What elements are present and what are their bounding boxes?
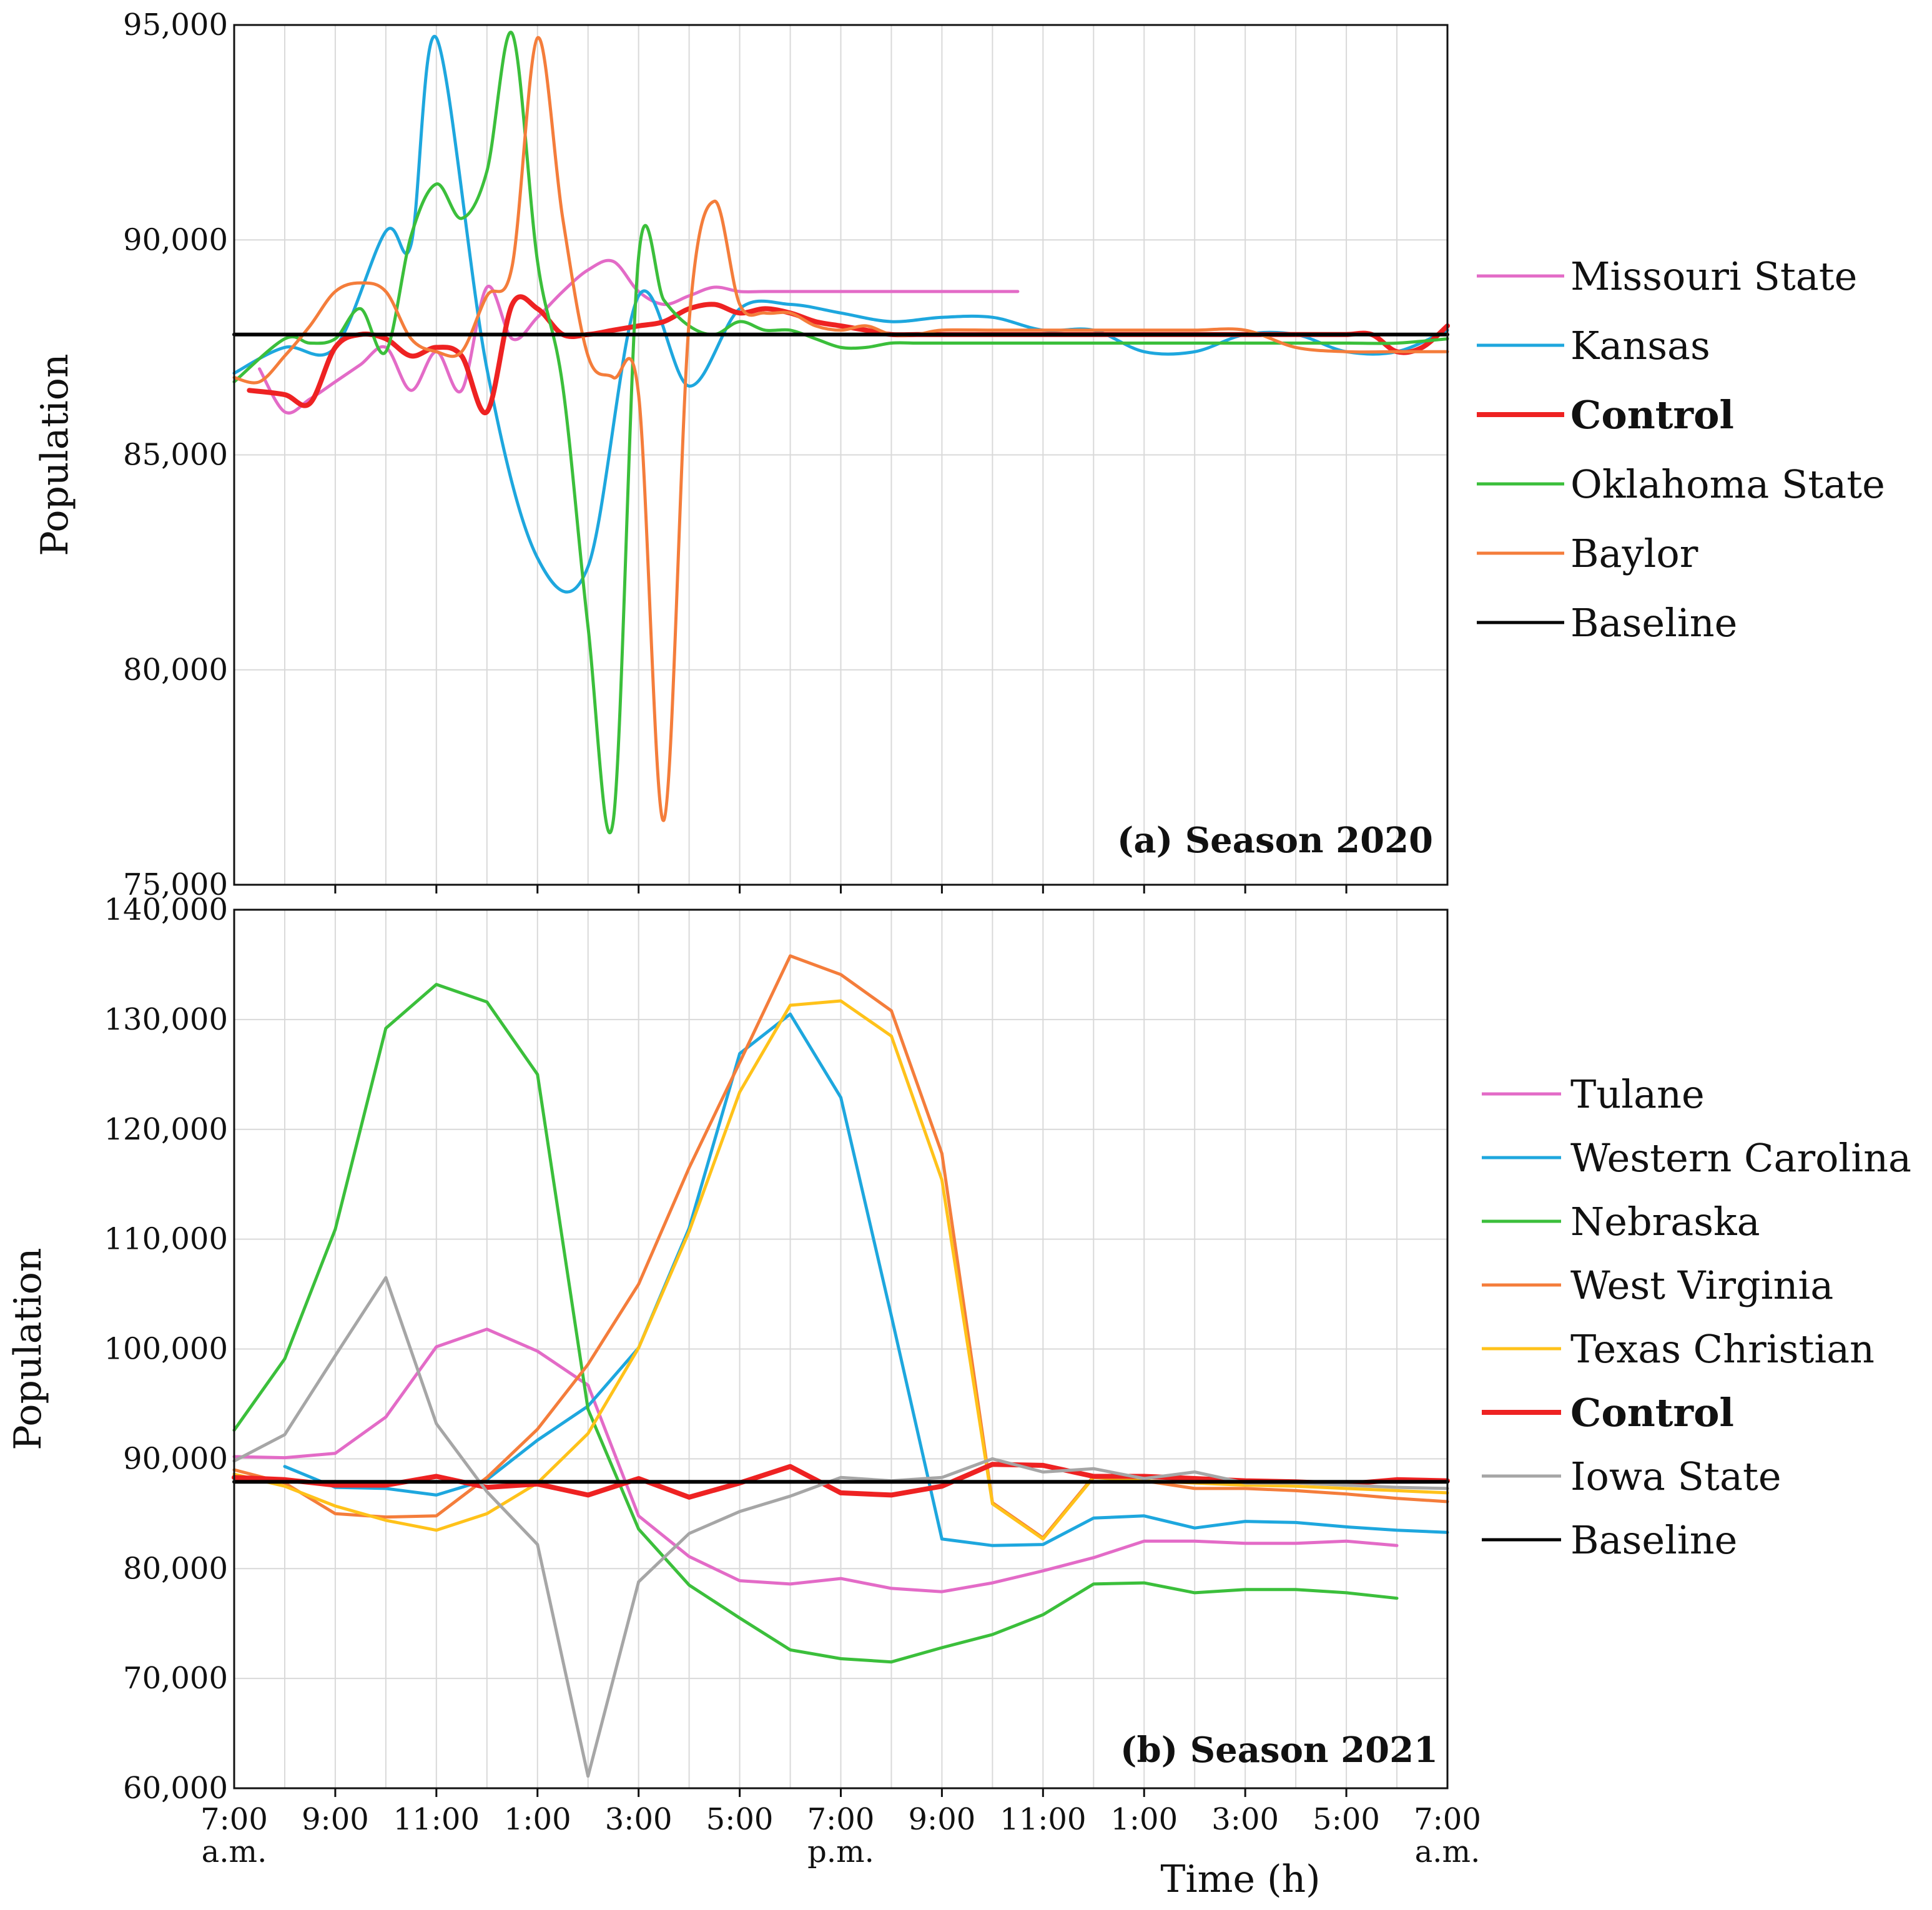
panel-a-season-2020: 75,000 80,000 85,000 90,000 95,000 Population…	[33, 7, 1885, 902]
x-tick-label: 9:00	[909, 1802, 976, 1837]
x-tick-label: 5:00	[1313, 1802, 1380, 1837]
panel-title: (b) Season 2021	[1120, 1730, 1438, 1771]
series-line-missouri-state	[258, 258, 1020, 415]
x-tick-label: 5:00	[706, 1802, 774, 1837]
series-line-texas-christian	[232, 999, 1449, 1541]
legend-label-oklahoma-state: Oklahoma State	[1570, 461, 1885, 507]
y-tick-label: 80,000	[123, 1551, 228, 1586]
legend-label-baseline: Baseline	[1570, 1517, 1737, 1563]
x-tick-sublabel: p.m.	[807, 1834, 874, 1869]
legend-label-baseline: Baseline	[1570, 600, 1737, 646]
x-tick-label: 7:00	[1414, 1802, 1481, 1837]
series-lines	[232, 954, 1450, 1778]
x-tick-label: 3:00	[605, 1802, 673, 1837]
y-axis-label: Population	[33, 353, 77, 556]
y-tick-label: 130,000	[104, 1002, 229, 1037]
series-line-baylor	[232, 36, 1449, 822]
y-axis-label: Population	[6, 1248, 50, 1450]
y-tick-label: 60,000	[123, 1771, 228, 1806]
y-tick-label: 70,000	[123, 1661, 228, 1696]
x-tick-label: 9:00	[302, 1802, 369, 1837]
x-tick-label: 7:00	[200, 1802, 268, 1837]
legend-label-baylor: Baylor	[1570, 531, 1698, 576]
x-axis-tick-labels: 7:00a.m.9:00 11:00 1:00 3:00 5:00 7:00p.m.9:0…	[200, 1802, 1481, 1869]
series-line-nebraska	[232, 983, 1399, 1664]
legend-label-control: Control	[1570, 392, 1734, 438]
y-tick-label: 80,000	[123, 652, 228, 687]
x-tick-label: 1:00	[504, 1802, 571, 1837]
x-tick-sublabel: a.m.	[1415, 1834, 1481, 1869]
legend-label-western-carolina: Western Carolina	[1570, 1135, 1911, 1181]
y-tick-label: 85,000	[123, 438, 228, 473]
legend: Missouri State Kansas Control Oklahoma Stat…	[1477, 254, 1885, 646]
y-tick-label: 90,000	[123, 222, 228, 257]
x-tick-label: 3:00	[1211, 1802, 1279, 1837]
series-lines	[232, 31, 1450, 835]
y-axis-tick-labels: 60,000 70,000 80,000 90,000 100,000 110,000 12…	[104, 892, 229, 1806]
y-tick-label: 120,000	[104, 1112, 229, 1147]
legend-label-tulane: Tulane	[1570, 1071, 1705, 1117]
x-tick-sublabel: a.m.	[202, 1834, 267, 1869]
y-tick-label: 110,000	[104, 1222, 229, 1257]
x-axis-tick-marks	[334, 885, 1348, 893]
legend-label-missouri-state: Missouri State	[1570, 254, 1857, 299]
x-axis-label: Time (h)	[1160, 1858, 1320, 1901]
series-line-west-virginia	[232, 954, 1449, 1540]
gridlines	[234, 909, 1447, 1788]
panel-title: (a) Season 2020	[1117, 820, 1433, 861]
legend-label-west-virginia: West Virginia	[1570, 1263, 1833, 1308]
legend-label-iowa-state: Iowa State	[1570, 1454, 1782, 1499]
x-tick-label: 11:00	[1000, 1802, 1086, 1837]
series-line-tulane	[232, 1327, 1399, 1593]
x-axis-tick-marks	[334, 1788, 1348, 1797]
x-tick-label: 11:00	[393, 1802, 480, 1837]
y-tick-label: 100,000	[104, 1332, 229, 1367]
series-line-western-carolina	[283, 1012, 1449, 1547]
y-tick-label: 90,000	[123, 1441, 228, 1476]
y-tick-label: 95,000	[123, 7, 228, 42]
panel-b-season-2021: 60,000 70,000 80,000 90,000 100,000 110,000 12…	[6, 892, 1911, 1901]
series-line-oklahoma-state	[232, 31, 1449, 835]
y-tick-label: 140,000	[104, 892, 229, 927]
legend-label-kansas: Kansas	[1570, 323, 1710, 368]
x-tick-label: 1:00	[1110, 1802, 1178, 1837]
y-tick-label: 75,000	[123, 867, 228, 902]
legend-label-control: Control	[1570, 1390, 1734, 1435]
y-axis-tick-labels: 75,000 80,000 85,000 90,000 95,000	[123, 7, 228, 902]
legend-label-texas-christian: Texas Christian	[1570, 1326, 1875, 1372]
gridlines	[234, 24, 1447, 885]
legend-label-nebraska: Nebraska	[1570, 1199, 1760, 1244]
legend: Tulane Western Carolina Nebraska West Virgi…	[1482, 1071, 1911, 1563]
x-tick-label: 7:00	[807, 1802, 875, 1837]
